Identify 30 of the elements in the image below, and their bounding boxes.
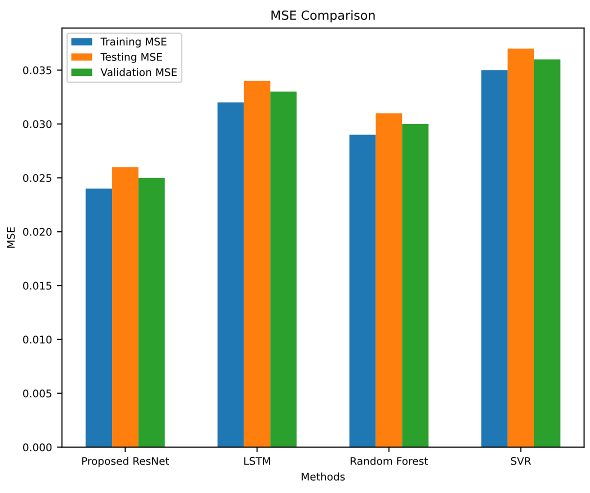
y-tick-label: 0.005 (23, 390, 52, 398)
bar (508, 48, 534, 448)
x-tick-label: SVR (511, 457, 531, 465)
bar (86, 188, 112, 448)
bar (138, 178, 165, 448)
legend-label: Training MSE (100, 37, 166, 48)
bar (534, 59, 560, 448)
legend-label: Validation MSE (100, 68, 177, 76)
bar (218, 102, 244, 448)
chart-title: MSE Comparison (272, 10, 375, 22)
y-tick-label: 0.010 (23, 336, 52, 344)
x-tick-label: LSTM (244, 457, 270, 465)
x-tick-label: Random Forest (350, 456, 428, 465)
y-tick-label: 0.025 (23, 174, 52, 182)
y-tick-label: 0.000 (23, 443, 52, 452)
y-axis-title: MSE (6, 227, 15, 248)
y-tick-label: 0.020 (23, 228, 52, 236)
bar (349, 134, 376, 448)
bar (270, 92, 297, 448)
y-tick-label: 0.015 (23, 282, 52, 290)
y-tick-label: 0.035 (23, 66, 52, 74)
x-tick-label: Proposed ResNet (82, 456, 170, 467)
bar (244, 80, 270, 448)
legend-label: Testing MSE (100, 52, 162, 63)
y-tick-label: 0.030 (23, 120, 52, 128)
bar (402, 124, 429, 448)
bar (376, 113, 402, 448)
x-axis-title: Methods (302, 472, 345, 481)
bar (481, 70, 508, 448)
bar (112, 167, 138, 448)
